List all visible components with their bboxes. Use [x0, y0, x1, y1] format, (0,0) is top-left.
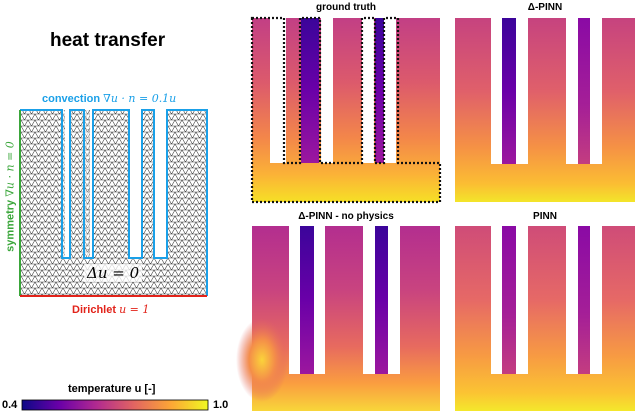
colorbar — [21, 399, 209, 411]
panel-pinn — [455, 226, 635, 411]
panel-title-ground-truth: ground truth — [316, 2, 376, 13]
convection-prefix: convection — [42, 93, 101, 105]
panel-no-physics — [236, 226, 440, 411]
panel-ground-truth — [250, 16, 442, 204]
figure-title: heat transfer — [50, 30, 166, 51]
panel-title-delta-pinn: Δ-PINN — [527, 2, 563, 13]
panel-title-no-physics: Δ-PINN - no physics — [298, 211, 394, 222]
dirichlet-label: Dirichlet u = 1 — [72, 303, 149, 316]
dirichlet-prefix: Dirichlet — [72, 304, 117, 316]
symmetry-prefix: symmetry — [4, 199, 17, 252]
convection-equation: ∇u · n = 0.1u — [103, 92, 177, 105]
domain-equation: Δu = 0 — [84, 264, 143, 282]
panel-delta-pinn — [455, 18, 635, 202]
colorbar-label: temperature u [-] — [68, 383, 156, 395]
colorbar-min: 0.4 — [2, 399, 18, 411]
convection-boundary — [20, 109, 208, 296]
colorbar-max: 1.0 — [213, 399, 229, 411]
mesh-fins — [20, 110, 207, 296]
symmetry-equation: ∇u · n = 0 — [3, 141, 17, 197]
dirichlet-equation: u = 1 — [119, 303, 150, 316]
panel-title-pinn: PINN — [533, 211, 557, 222]
symmetry-label: symmetry ∇u · n = 0 — [4, 137, 17, 257]
convection-label: convection ∇u · n = 0.1u — [42, 92, 176, 105]
